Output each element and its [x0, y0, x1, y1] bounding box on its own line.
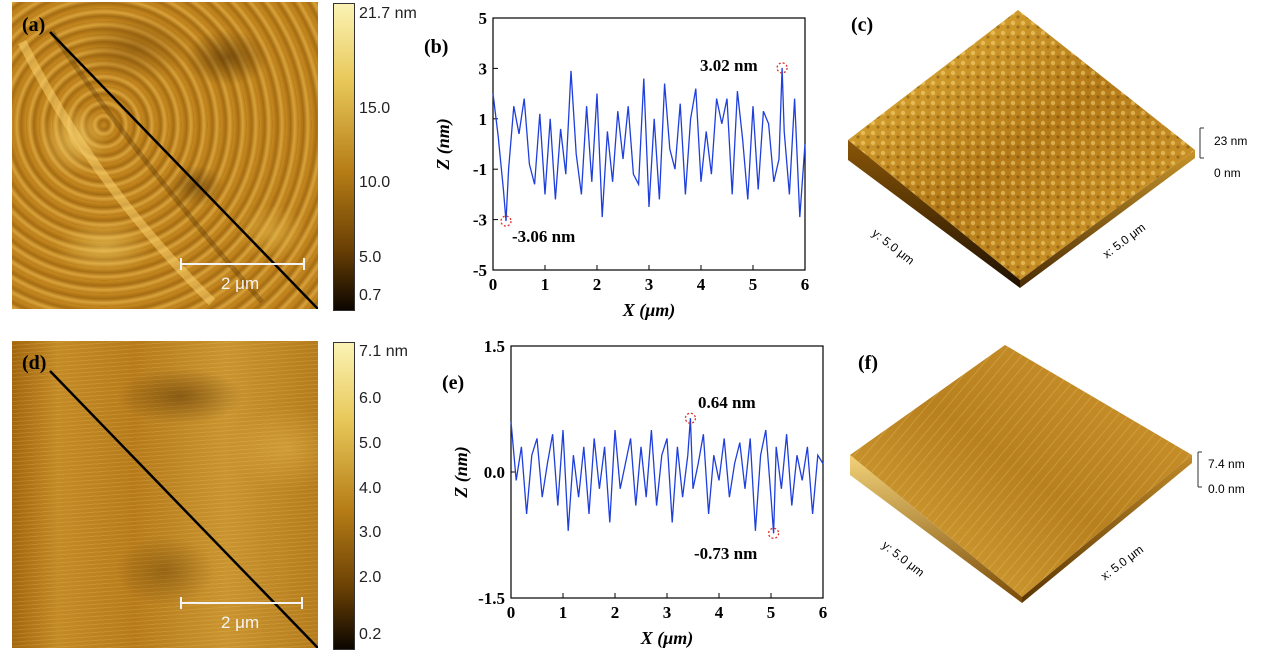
colorbar-a-top: 21.7 nm [359, 5, 417, 22]
y-tick-label: -3 [473, 211, 487, 230]
plot-frame [510, 345, 824, 599]
x-tick-label: 2 [611, 603, 620, 622]
afm-3d-surface-c [848, 10, 1204, 288]
afm-3d-surface-f [850, 345, 1202, 603]
colorbar-d-tick: 2.0 [359, 569, 382, 586]
colorbar-a-tick: 10.0 [359, 174, 391, 191]
x-tick-label: 6 [819, 603, 828, 622]
y-tick-label: 0.0 [484, 463, 505, 482]
colorbar-d-tick: 5.0 [359, 435, 382, 452]
profile-line-a [49, 31, 318, 309]
extremum-marker [500, 215, 512, 227]
z-top-c: 23 nm [1214, 134, 1248, 148]
colorbar-d-tick: 4.0 [359, 480, 382, 497]
panel-label-e: (e) [442, 372, 465, 394]
z-top-f: 7.4 nm [1208, 457, 1245, 471]
colorbar-a-tick: 0.7 [359, 287, 382, 304]
x-tick-label: 4 [715, 603, 724, 622]
y-tick-label: 5 [479, 9, 488, 28]
panel-label-d: (d) [22, 352, 47, 374]
colorbar-a-tick: 5.0 [359, 249, 382, 266]
profile-line-series [510, 418, 824, 534]
peak-label-e: 0.64 nm [698, 393, 756, 412]
x-tick-label: 0 [507, 603, 516, 622]
x-tick-label: 0 [489, 275, 498, 294]
valley-label-b: -3.06 nm [512, 227, 576, 246]
valley-label-e: -0.73 nm [694, 544, 758, 563]
y-tick-label: -5 [473, 261, 487, 280]
colorbar-a [333, 3, 355, 311]
x-tick-label: 5 [767, 603, 776, 622]
afm-map-d: 2 μm [12, 341, 318, 648]
panel-label-a: (a) [22, 14, 46, 36]
extremum-marker [767, 527, 780, 539]
scalebar-label-d: 2 μm [221, 613, 260, 632]
extremum-marker [776, 62, 788, 74]
x-tick-label: 4 [697, 275, 706, 294]
y-axis-label: Z (nm) [451, 446, 472, 499]
x-tick-label: 1 [559, 603, 568, 622]
colorbar-d-tick: 3.0 [359, 524, 382, 541]
z-bottom-f: 0.0 nm [1208, 482, 1245, 496]
x-tick-label: 5 [749, 275, 758, 294]
x-axis-label: X (μm) [622, 300, 676, 321]
y-axis-label: Z (nm) [433, 118, 454, 171]
profile-line-d [49, 370, 318, 648]
y-tick-label: -1.5 [478, 589, 505, 608]
x-tick-label: 1 [541, 275, 550, 294]
panel-label-f: (f) [858, 352, 878, 374]
x-tick-label: 3 [663, 603, 672, 622]
peak-label-b: 3.02 nm [700, 56, 758, 75]
scalebar-label-a: 2 μm [221, 274, 260, 293]
y-tick-label: 3 [479, 59, 488, 78]
y-tick-label: -1 [473, 160, 487, 179]
colorbar-d-top: 7.1 nm [359, 343, 408, 360]
x-tick-label: 2 [593, 275, 602, 294]
afm-map-a: 2 μm [12, 2, 318, 309]
colorbar-d-tick: 6.0 [359, 390, 382, 407]
profile-chart-e: 0 1 2 3 4 5 6 1.5 0.0 -1.5 X (μm) Z (nm) [451, 337, 828, 649]
profile-chart-b: 0 1 2 3 4 5 6 5 3 1 -1 -3 -5 X (μm) Z (nm) [433, 9, 810, 321]
x-tick-label: 6 [801, 275, 810, 294]
colorbar-d-tick: 0.2 [359, 626, 382, 643]
panel-label-b: (b) [424, 36, 449, 58]
colorbar-d [333, 342, 355, 650]
panel-label-c: (c) [851, 14, 874, 36]
y-tick-label: 1.5 [484, 337, 505, 356]
y-tick-label: 1 [479, 110, 488, 129]
x-axis-label: X (μm) [640, 628, 694, 649]
profile-line-series [492, 67, 806, 222]
colorbar-a-tick: 15.0 [359, 100, 391, 117]
x-tick-label: 3 [645, 275, 654, 294]
z-bottom-c: 0 nm [1214, 166, 1241, 180]
